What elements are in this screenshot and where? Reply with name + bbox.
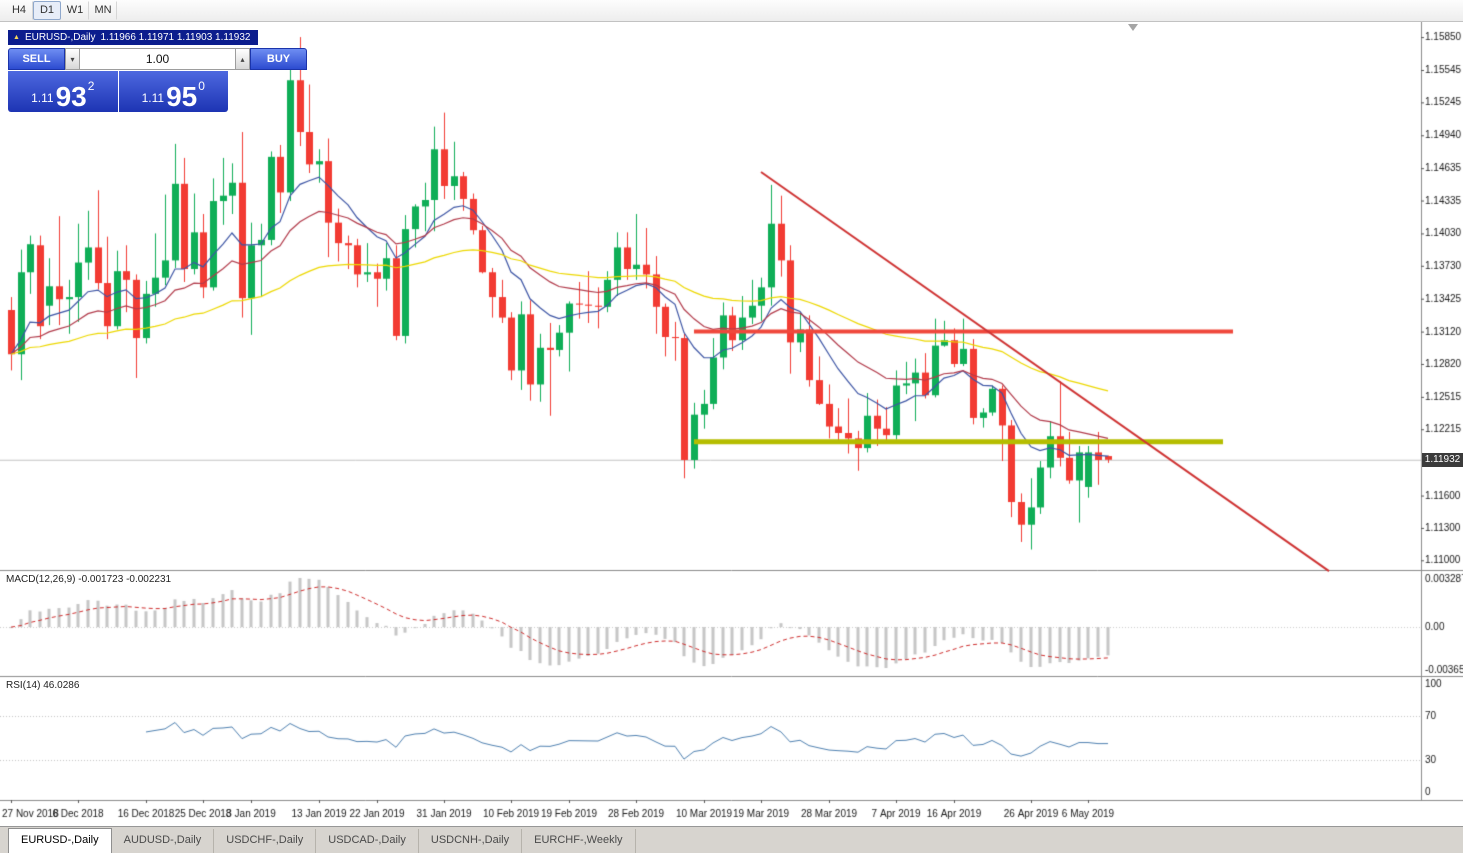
rsi-label-value: 46.0286	[43, 680, 80, 691]
chart-title-ohlc: 1.11966 1.11971 1.11903 1.11932	[100, 32, 251, 43]
timeframe-mn-button[interactable]: MN	[89, 1, 117, 20]
rsi-indicator-label: RSI(14) 46.0286	[6, 680, 79, 691]
chart-area: ▲ EURUSD-,Daily 1.11966 1.11971 1.11903 …	[0, 22, 1463, 826]
tab-usdchf-daily[interactable]: USDCHF-,Daily	[214, 829, 317, 853]
chart-shift-marker[interactable]	[1128, 24, 1138, 31]
timeframe-d1-button[interactable]: D1	[33, 1, 61, 20]
buy-price-sup: 0	[198, 79, 205, 93]
macd-indicator-label: MACD(12,26,9) -0.001723 -0.002231	[6, 574, 171, 585]
one-click-top-row: SELL ▾ ▴ BUY	[8, 48, 307, 70]
macd-label-values: -0.001723 -0.002231	[78, 574, 172, 585]
timeframe-toolbar: H4 D1 W1 MN	[0, 0, 1463, 22]
chart-title-symbol: EURUSD-,Daily	[24, 32, 96, 43]
tab-eurchf-weekly[interactable]: EURCHF-,Weekly	[522, 829, 636, 853]
buy-price-big: 95	[166, 81, 198, 113]
sell-price-prefix: 1.11	[31, 91, 54, 105]
chart-window-icon: ▲	[13, 34, 20, 41]
tab-usdcnh-daily[interactable]: USDCNH-,Daily	[419, 829, 523, 853]
chart-window-title[interactable]: ▲ EURUSD-,Daily 1.11966 1.11971 1.11903 …	[8, 30, 259, 45]
sell-price-display[interactable]: 1.11 93 2	[8, 71, 118, 112]
buy-price-prefix: 1.11	[141, 91, 165, 105]
timeframe-h4-button[interactable]: H4	[5, 1, 33, 20]
sell-button[interactable]: SELL	[8, 48, 65, 70]
sell-price-big: 93	[55, 81, 87, 113]
current-price-badge: 1.11932	[1422, 453, 1463, 467]
price-chart-canvas[interactable]	[0, 22, 1463, 826]
tab-eurusd-daily[interactable]: EURUSD-,Daily	[8, 828, 112, 853]
volume-decrease-button[interactable]: ▾	[65, 48, 80, 70]
volume-increase-button[interactable]: ▴	[235, 48, 250, 70]
rsi-label-name: RSI(14)	[6, 680, 41, 691]
one-click-trading-panel: SELL ▾ ▴ BUY 1.11 93 2 1.11 95 0	[8, 48, 307, 112]
timeframe-w1-button[interactable]: W1	[61, 1, 89, 20]
volume-up-icon: ▴	[240, 54, 245, 64]
tab-usdcad-daily[interactable]: USDCAD-,Daily	[316, 829, 419, 853]
macd-label-name: MACD(12,26,9)	[6, 574, 76, 585]
buy-button[interactable]: BUY	[250, 48, 307, 70]
tab-audusd-daily[interactable]: AUDUSD-,Daily	[112, 829, 215, 853]
chart-tabs-bar: EURUSD-,Daily AUDUSD-,Daily USDCHF-,Dail…	[0, 826, 1463, 853]
volume-input[interactable]	[80, 48, 235, 70]
one-click-price-row: 1.11 93 2 1.11 95 0	[8, 71, 228, 112]
buy-price-display[interactable]: 1.11 95 0	[118, 71, 228, 113]
sell-price-sup: 2	[87, 79, 95, 93]
volume-down-icon: ▾	[70, 54, 75, 64]
